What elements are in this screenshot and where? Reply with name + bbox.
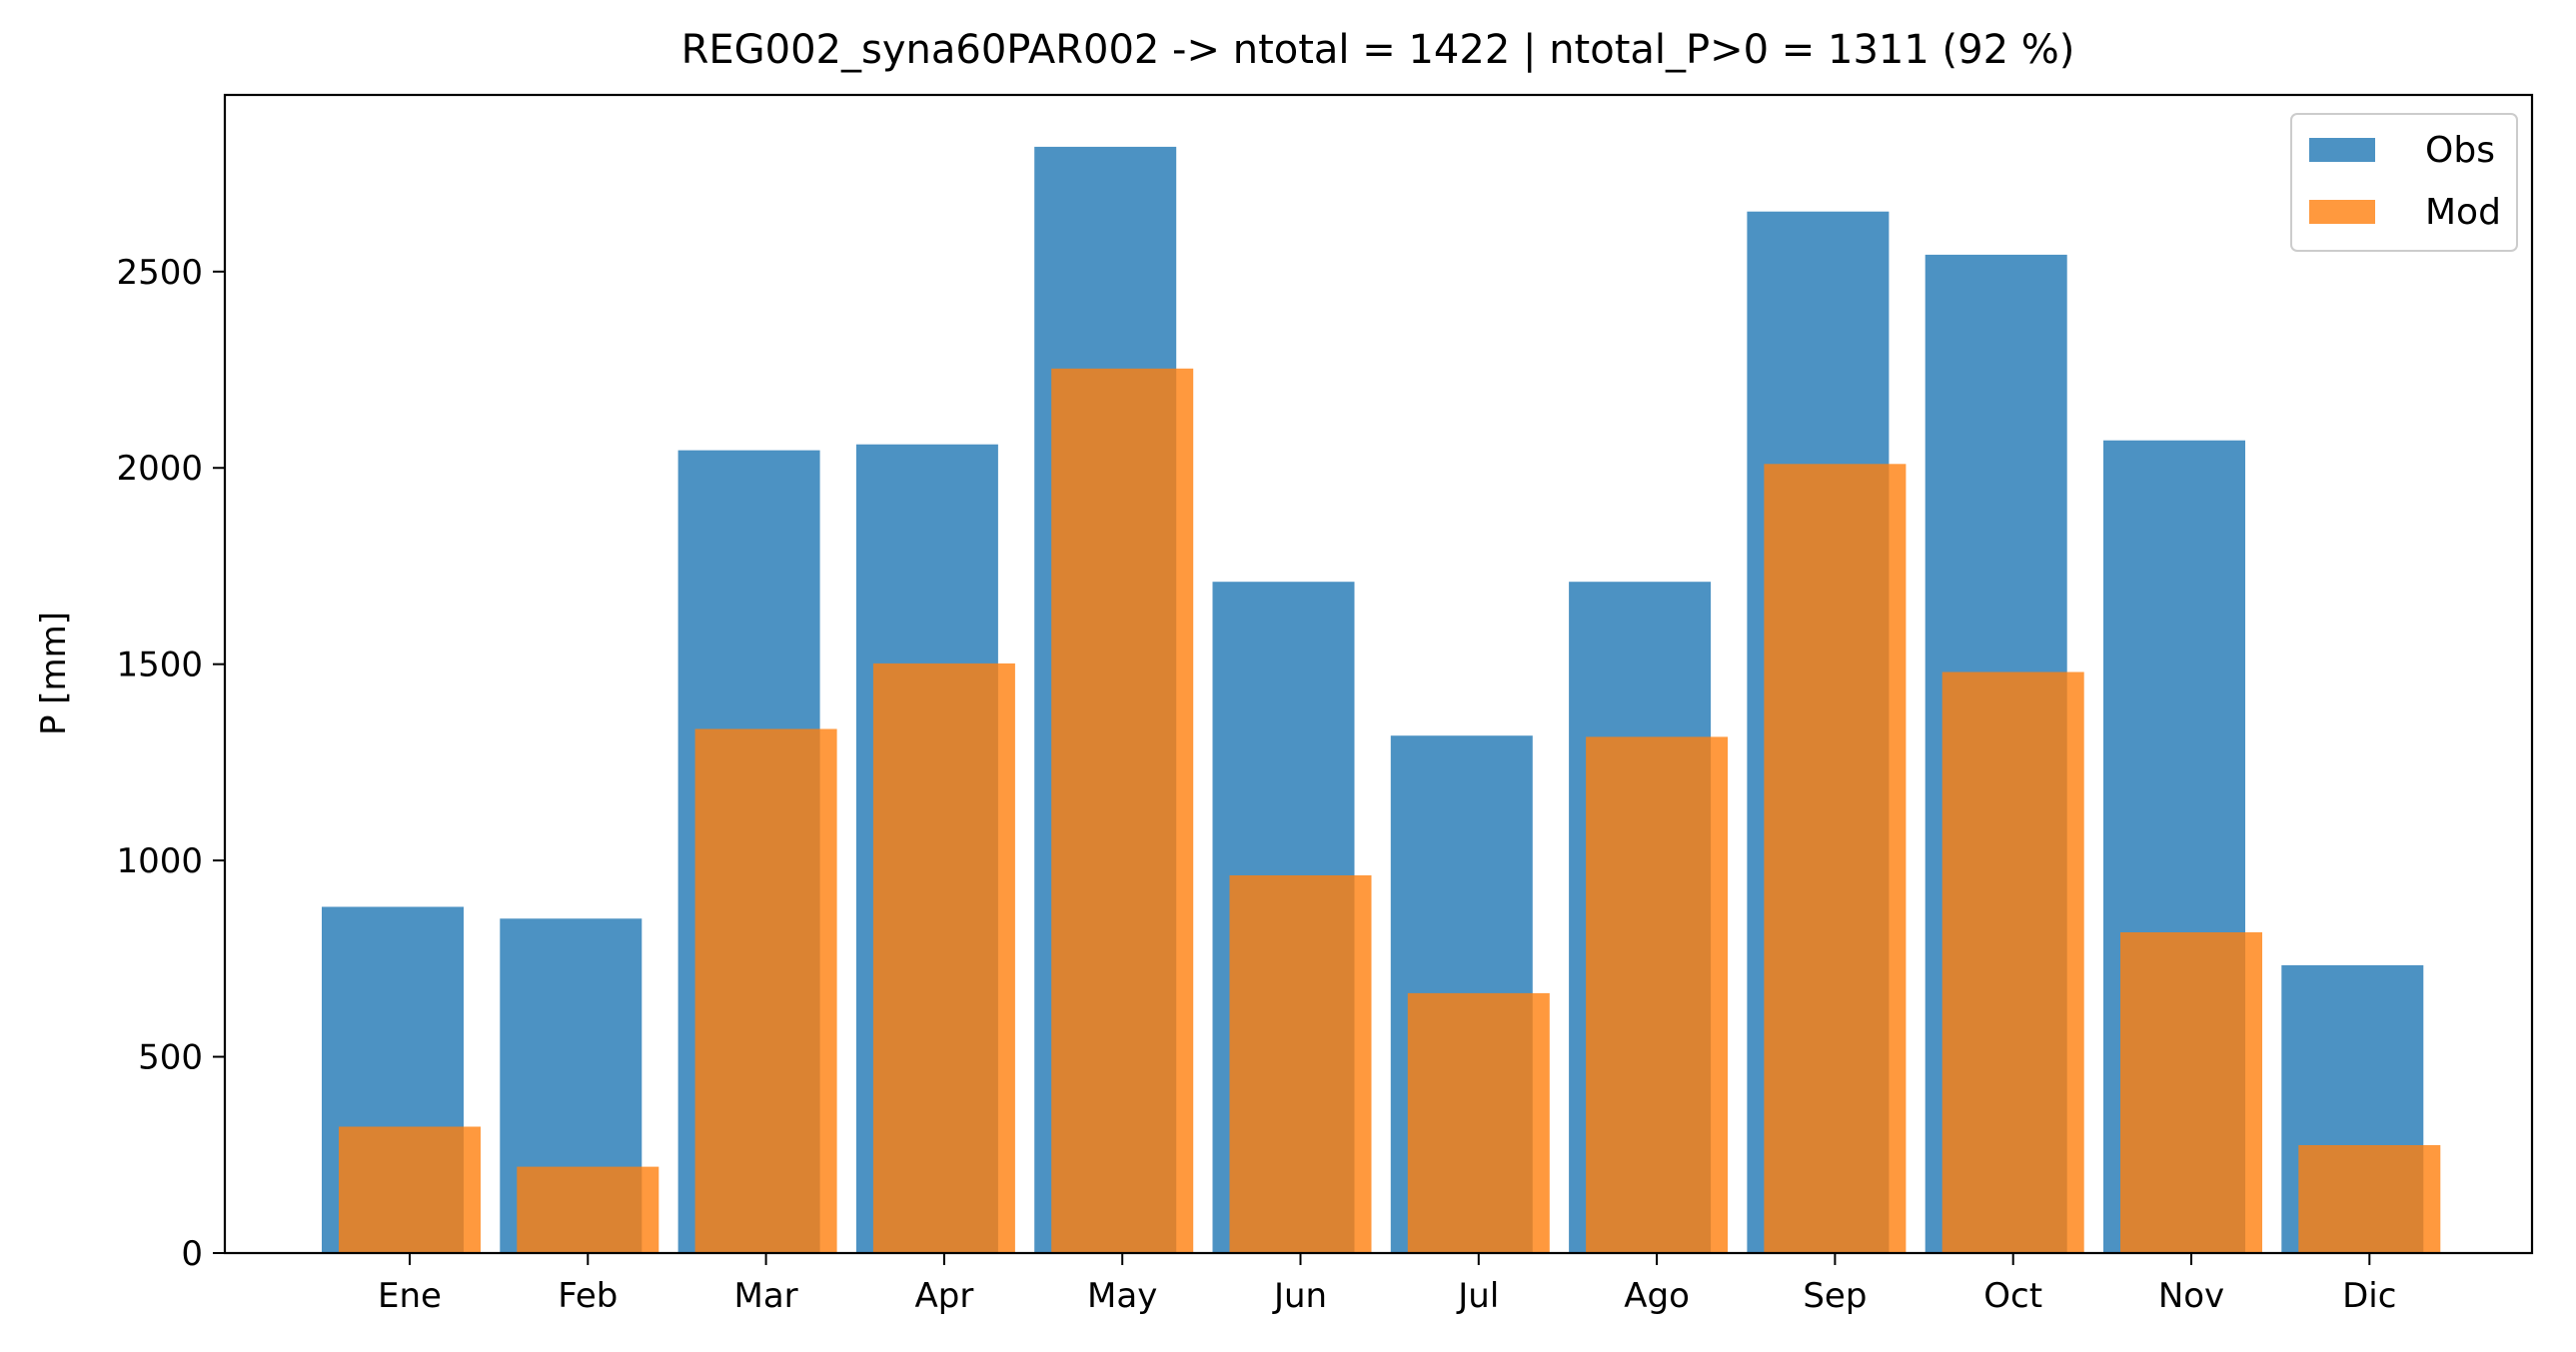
x-axis: Ene Feb Mar Apr May Jun Jul Ago Sep Oct Nov Dic: [378, 1253, 2396, 1316]
bars-layer: [322, 146, 2441, 1254]
y-axis-label: P [mm]: [34, 612, 74, 735]
legend-label-mod: Mod: [2425, 192, 2501, 233]
y-tick-label-1000: 1000: [116, 841, 203, 881]
x-tick-label-jul: Jul: [1456, 1276, 1499, 1316]
bar-mod-ago: [1586, 736, 1729, 1253]
x-tick-label-mar: Mar: [734, 1276, 798, 1316]
y-tick-label-500: 500: [138, 1038, 203, 1078]
y-tick-label-2000: 2000: [116, 449, 203, 489]
y-tick-label-1500: 1500: [116, 646, 203, 685]
x-tick-label-feb: Feb: [558, 1276, 618, 1316]
y-axis: 0 500 1000 1500 2000 2500: [116, 253, 225, 1274]
series-mod: [339, 368, 2441, 1253]
bar-mod-apr: [872, 663, 1015, 1253]
legend-swatch-obs: [2309, 138, 2375, 162]
x-tick-label-may: May: [1087, 1276, 1157, 1316]
x-tick-label-apr: Apr: [914, 1276, 973, 1316]
x-tick-label-nov: Nov: [2158, 1276, 2224, 1316]
bar-mod-mar: [694, 728, 837, 1253]
bar-mod-may: [1051, 368, 1194, 1253]
bar-mod-feb: [517, 1166, 659, 1253]
x-tick-label-oct: Oct: [1983, 1276, 2042, 1316]
bar-mod-ene: [339, 1126, 481, 1253]
bar-mod-sep: [1764, 464, 1907, 1253]
bar-mod-oct: [1941, 672, 2084, 1253]
legend-swatch-mod: [2309, 200, 2375, 224]
chart-title: REG002_syna60PAR002 -> ntotal = 1422 | n…: [681, 27, 2075, 73]
plot-frame: [223, 93, 2534, 1255]
x-tick-label-ago: Ago: [1624, 1276, 1690, 1316]
x-tick-label-sep: Sep: [1803, 1276, 1867, 1316]
bar-mod-dic: [2298, 1145, 2441, 1253]
bar-mod-jul: [1407, 992, 1550, 1253]
bar-mod-jun: [1229, 875, 1372, 1253]
y-tick-label-2500: 2500: [116, 253, 203, 293]
y-tick-label-0: 0: [181, 1234, 203, 1274]
x-tick-label-jun: Jun: [1272, 1276, 1327, 1316]
legend: Obs Mod: [2290, 113, 2518, 252]
x-tick-label-dic: Dic: [2342, 1276, 2396, 1316]
x-tick-label-ene: Ene: [378, 1276, 442, 1316]
legend-label-obs: Obs: [2425, 130, 2495, 171]
bar-mod-nov: [2120, 932, 2262, 1253]
